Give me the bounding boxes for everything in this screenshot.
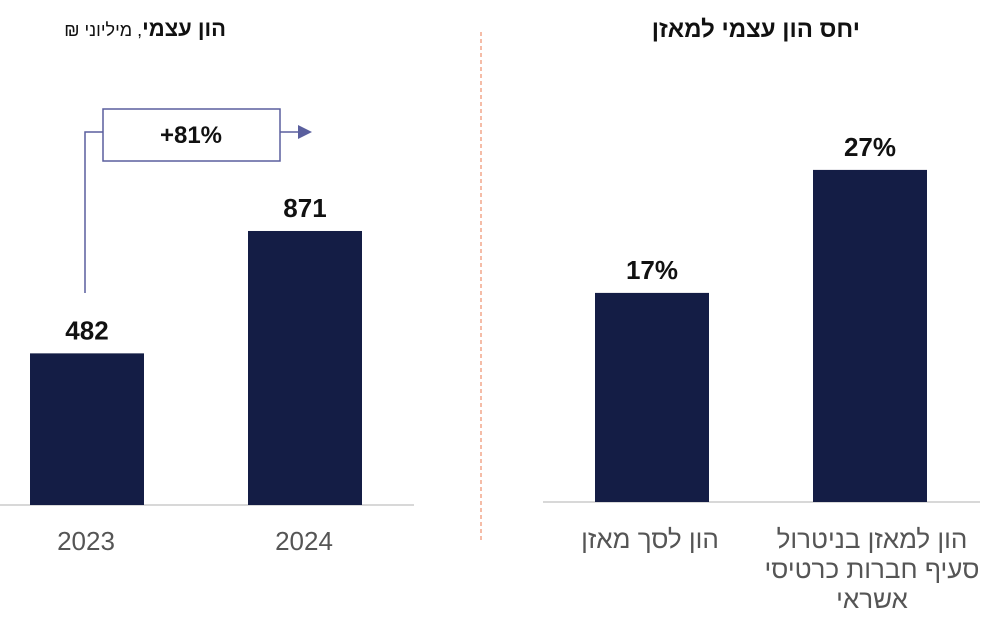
left-chart-title: הון עצמי, מיליוני ₪ — [64, 16, 226, 42]
right-category-label: הון למאזן בניטרול סעיף חברות כרטיסי אשרא… — [764, 524, 980, 614]
bar-1-0 — [595, 292, 709, 502]
left-title-unit: , מיליוני ₪ — [64, 20, 143, 40]
right-category-label: הון לסך מאזן — [581, 524, 719, 554]
left-title-bold: הון עצמי — [142, 16, 226, 41]
bar-value-label-1-0: 17% — [626, 255, 678, 285]
growth-connector-line — [84, 131, 103, 293]
growth-label: +81% — [160, 122, 222, 149]
growth-arrow-head — [298, 125, 312, 139]
growth-box — [102, 108, 281, 162]
bar-0-1 — [248, 230, 362, 505]
left-category-label: 2024 — [275, 526, 333, 556]
bar-value-label-1-1: 27% — [844, 132, 896, 162]
bar-0-0 — [30, 353, 144, 505]
left-category-label: 2023 — [57, 526, 115, 556]
bar-1-1 — [813, 169, 927, 502]
bar-value-label-0-0: 482 — [65, 315, 108, 345]
right-chart-title: יחס הון עצמי למאזן — [651, 16, 860, 43]
bar-value-label-0-1: 871 — [283, 193, 326, 223]
